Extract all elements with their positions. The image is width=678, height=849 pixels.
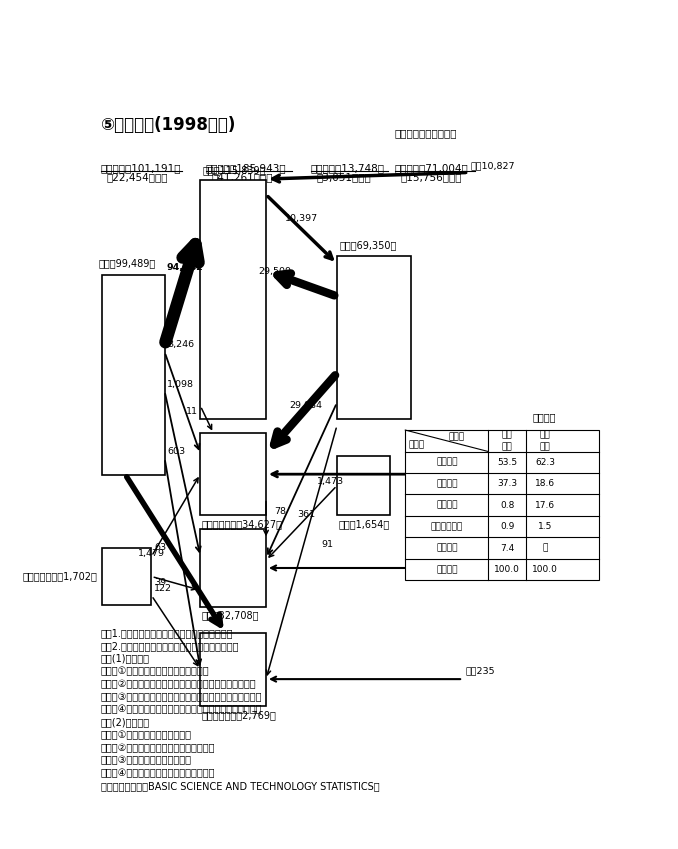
Bar [102, 548, 151, 605]
Text: ⑤フランス(1998年度): ⑤フランス(1998年度) [100, 116, 236, 134]
Bar [201, 433, 266, 515]
Text: （15,756億円）: （15,756億円） [400, 171, 462, 182]
Text: 39: 39 [154, 578, 166, 587]
Text: 122: 122 [154, 584, 172, 593]
Text: 29,084: 29,084 [290, 402, 322, 410]
Text: 94,542: 94,542 [167, 263, 203, 272]
Text: 10,397: 10,397 [285, 214, 318, 222]
Text: （単位：百万フラン）: （単位：百万フラン） [395, 128, 457, 138]
Text: （政府研究機関34,627）: （政府研究機関34,627） [202, 519, 283, 529]
Text: 外国10,827: 外国10,827 [471, 161, 515, 171]
Text: ④民営研究機関：負担者側に同じ。: ④民営研究機関：負担者側に同じ。 [100, 768, 215, 779]
Text: （民営研究機関2,769）: （民営研究機関2,769） [202, 710, 277, 720]
Text: 産　　業: 産 業 [436, 458, 458, 467]
Text: （政府負担71,004）: （政府負担71,004） [395, 163, 468, 173]
Text: （総使用額185,943）: （総使用額185,943） [205, 163, 286, 173]
Text: ①産業：負担者側に同じ。: ①産業：負担者側に同じ。 [100, 730, 191, 740]
Text: 0.8: 0.8 [500, 501, 515, 509]
Bar [337, 456, 389, 515]
Text: 37.3: 37.3 [497, 479, 517, 488]
Text: 18.6: 18.6 [535, 479, 555, 488]
Text: 注）1.自然科学と人文・社会科学の合計である。: 注）1.自然科学と人文・社会科学の合計である。 [100, 628, 233, 638]
Bar [201, 180, 266, 419]
Text: （大学32,708）: （大学32,708） [202, 610, 260, 621]
Text: 1,479: 1,479 [138, 549, 165, 558]
Text: ③大学：大学、高等専門学校、国立科学研究センター: ③大学：大学、高等専門学校、国立科学研究センター [100, 692, 262, 702]
Bar [102, 275, 165, 475]
Text: (1)負担者側: (1)負担者側 [100, 654, 150, 664]
Text: 7.4: 7.4 [500, 543, 515, 553]
Text: （41,261億円）: （41,261億円） [212, 171, 273, 182]
Text: ②政府研究機関：負担者側に同じ。: ②政府研究機関：負担者側に同じ。 [100, 743, 215, 753]
Text: （産業115,839）: （産業115,839） [203, 165, 266, 175]
Text: 1,473: 1,473 [317, 477, 344, 486]
Text: －: － [542, 543, 548, 553]
Text: 外　　国: 外 国 [436, 543, 458, 553]
Text: （22,454億円）: （22,454億円） [107, 171, 168, 182]
Text: 3,246: 3,246 [167, 340, 195, 349]
Text: 0.9: 0.9 [500, 522, 515, 531]
Text: 53.5: 53.5 [497, 458, 517, 467]
Text: 合　　計: 合 計 [436, 565, 458, 574]
Text: 2.各組織の範囲については次のとおりである。: 2.各組織の範囲については次のとおりである。 [100, 641, 239, 651]
Text: 資料：ＯＥＣＤ「BASIC SCIENCE AND TECHNOLOGY STATISTICS」: 資料：ＯＥＣＤ「BASIC SCIENCE AND TECHNOLOGY STA… [100, 781, 379, 791]
Text: 単位：％: 単位：％ [533, 413, 556, 422]
Text: 負担
割合: 負担 割合 [502, 430, 513, 451]
Text: ④民営研究機関：営利を目的としない民営の研究機関: ④民営研究機関：営利を目的としない民営の研究機関 [100, 705, 262, 715]
Text: 63: 63 [154, 543, 166, 553]
Text: 区　分: 区 分 [449, 432, 465, 441]
Text: (2)使用者側: (2)使用者側 [100, 717, 150, 728]
Text: ①産業：産業（国有企業を含む）: ①産業：産業（国有企業を含む） [100, 666, 209, 677]
Text: 外国235: 外国235 [466, 666, 496, 675]
Text: 使用
割合: 使用 割合 [540, 430, 551, 451]
Text: 民営研究機関: 民営研究機関 [431, 522, 463, 531]
Text: （政府69,350）: （政府69,350） [340, 240, 397, 250]
Text: 100.0: 100.0 [494, 565, 520, 574]
Bar [337, 256, 411, 419]
Text: 100.0: 100.0 [532, 565, 558, 574]
Text: 政　　府: 政 府 [436, 479, 458, 488]
Text: 外国931: 外国931 [466, 555, 496, 564]
Text: ③大学：負担者側に同じ。: ③大学：負担者側に同じ。 [100, 756, 191, 766]
Text: 361: 361 [298, 510, 316, 519]
Bar [201, 633, 266, 706]
Text: 62.3: 62.3 [535, 458, 555, 467]
Text: （3,051億円）: （3,051億円） [317, 171, 372, 182]
Text: 91: 91 [322, 540, 334, 549]
Text: （大学1,654）: （大学1,654） [338, 519, 389, 529]
Text: （外国負担13,748）: （外国負担13,748） [311, 163, 384, 173]
Bar [201, 530, 266, 606]
Text: 大　　学: 大 学 [436, 501, 458, 509]
Text: 外国1,755: 外国1,755 [466, 461, 504, 470]
Text: （民間負担101,191）: （民間負担101,191） [100, 163, 181, 173]
Text: （民営研究機関1,702）: （民営研究機関1,702） [22, 571, 98, 582]
Text: 17.6: 17.6 [535, 501, 555, 509]
Text: 603: 603 [167, 447, 185, 456]
Text: 1.5: 1.5 [538, 522, 553, 531]
Text: ②政府：公的機関（国立科学研究センターを除く）: ②政府：公的機関（国立科学研究センターを除く） [100, 679, 256, 689]
Text: 78: 78 [274, 507, 286, 515]
Bar [405, 430, 599, 581]
Text: （産業99,489）: （産業99,489） [99, 259, 156, 268]
Text: 1,098: 1,098 [167, 380, 194, 389]
Text: 11: 11 [186, 408, 198, 416]
Text: 29,509: 29,509 [258, 267, 291, 276]
Text: 組　織: 組 織 [408, 441, 424, 450]
